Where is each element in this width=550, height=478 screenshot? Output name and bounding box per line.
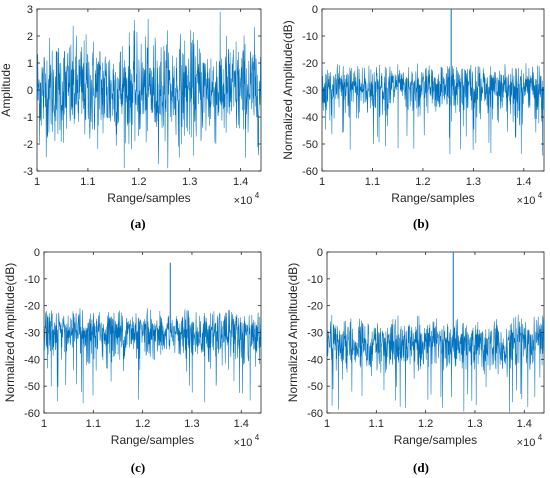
x-tick-label: 1.3 <box>466 176 481 188</box>
y-axis-label: Amplitude <box>0 63 13 117</box>
x-multiplier-exponent: 4 <box>538 433 543 442</box>
x-tick-label: 1.4 <box>233 176 248 188</box>
panel-2: 1 1.1 1.2 1.3 1.4 -60 -50 -40 -30 -20 -10 0 Range/sa… <box>3 247 262 475</box>
y-tick-label: -60 <box>302 166 318 178</box>
y-tick-label: -20 <box>24 301 40 313</box>
y-tick-label: 1 <box>27 58 33 70</box>
y-tick-label: -3 <box>23 166 33 178</box>
y-tick-label: -30 <box>24 328 40 340</box>
y-tick-label: -20 <box>302 58 318 70</box>
y-axis-label: Normalized Amplitude(dB) <box>286 263 300 402</box>
y-tick-label: 0 <box>27 85 33 97</box>
panel-3: 1 1.1 1.2 1.3 1.4 -60 -50 -40 -30 -20 -10 0 Range/sa… <box>286 247 545 475</box>
y-tick-label: -40 <box>307 354 323 366</box>
y-tick-label: 3 <box>27 4 33 16</box>
signal-series <box>321 63 545 156</box>
x-multiplier-exponent: 4 <box>255 191 260 200</box>
x-axis-label: Range/samples <box>391 191 474 205</box>
x-tick-label: 1.2 <box>135 418 150 430</box>
panel-caption: (b) <box>413 216 429 231</box>
y-tick-label: -60 <box>307 408 323 420</box>
y-tick-label: -10 <box>307 274 323 286</box>
y-tick-label: -10 <box>302 31 318 43</box>
y-tick-label: 0 <box>317 247 323 259</box>
y-tick-label: -30 <box>307 328 323 340</box>
x-axis-label: Range/samples <box>107 191 190 205</box>
x-multiplier: ×10 <box>234 437 253 449</box>
y-tick-label: -10 <box>24 274 40 286</box>
x-tick-label: 1.4 <box>234 418 249 430</box>
x-tick-label: 1.2 <box>131 176 146 188</box>
y-tick-label: -50 <box>307 381 323 393</box>
x-tick-label: 1.1 <box>86 418 101 430</box>
x-tick-label: 1.1 <box>80 176 95 188</box>
y-tick-label: 2 <box>27 31 33 43</box>
x-tick-label: 1 <box>319 176 325 188</box>
panel-caption: (d) <box>413 460 429 475</box>
x-tick-label: 1.3 <box>182 176 197 188</box>
y-axis-label: Normalized Amplitude(dB) <box>281 20 295 159</box>
panel-1: 1 1.1 1.2 1.3 1.4 -60 -50 -40 -30 -20 -10 0 Range/sa… <box>281 4 545 231</box>
signal-series <box>43 308 262 404</box>
y-tick-label: -20 <box>307 301 323 313</box>
y-tick-label: -2 <box>23 139 33 151</box>
x-tick-label: 1 <box>324 418 330 430</box>
x-multiplier-exponent: 4 <box>538 191 543 200</box>
x-axis-label: Range/samples <box>394 433 477 447</box>
y-tick-label: -50 <box>302 139 318 151</box>
panel-caption: (a) <box>130 216 145 231</box>
signal-series <box>326 314 545 413</box>
x-axis-label: Range/samples <box>111 433 194 447</box>
y-tick-label: -50 <box>24 381 40 393</box>
x-multiplier-exponent: 4 <box>255 433 260 442</box>
panel-0: 1 1.1 1.2 1.3 1.4 -3 -2 -1 0 1 2 3 Range/samples ×10 4… <box>0 4 262 231</box>
x-tick-label: 1.2 <box>418 418 433 430</box>
x-tick-label: 1.4 <box>517 418 532 430</box>
x-tick-label: 1.4 <box>516 176 531 188</box>
x-tick-label: 1.1 <box>365 176 380 188</box>
x-tick-label: 1 <box>34 176 40 188</box>
panel-caption: (c) <box>131 460 145 475</box>
y-tick-label: -40 <box>302 112 318 124</box>
x-tick-label: 1.3 <box>467 418 482 430</box>
x-multiplier: ×10 <box>517 437 536 449</box>
y-tick-label: -30 <box>302 85 318 97</box>
x-tick-label: 1.2 <box>415 176 430 188</box>
y-tick-label: -1 <box>23 112 33 124</box>
y-tick-label: -40 <box>24 354 40 366</box>
y-tick-label: -60 <box>24 408 40 420</box>
x-tick-label: 1.1 <box>369 418 384 430</box>
x-multiplier: ×10 <box>517 195 536 207</box>
signal-series <box>36 11 262 169</box>
x-tick-label: 1 <box>41 418 47 430</box>
x-tick-label: 1.3 <box>184 418 199 430</box>
y-tick-label: 0 <box>312 4 318 16</box>
y-tick-label: 0 <box>34 247 40 259</box>
y-axis-label: Normalized Amplitude(dB) <box>3 263 17 402</box>
x-multiplier: ×10 <box>234 195 253 207</box>
